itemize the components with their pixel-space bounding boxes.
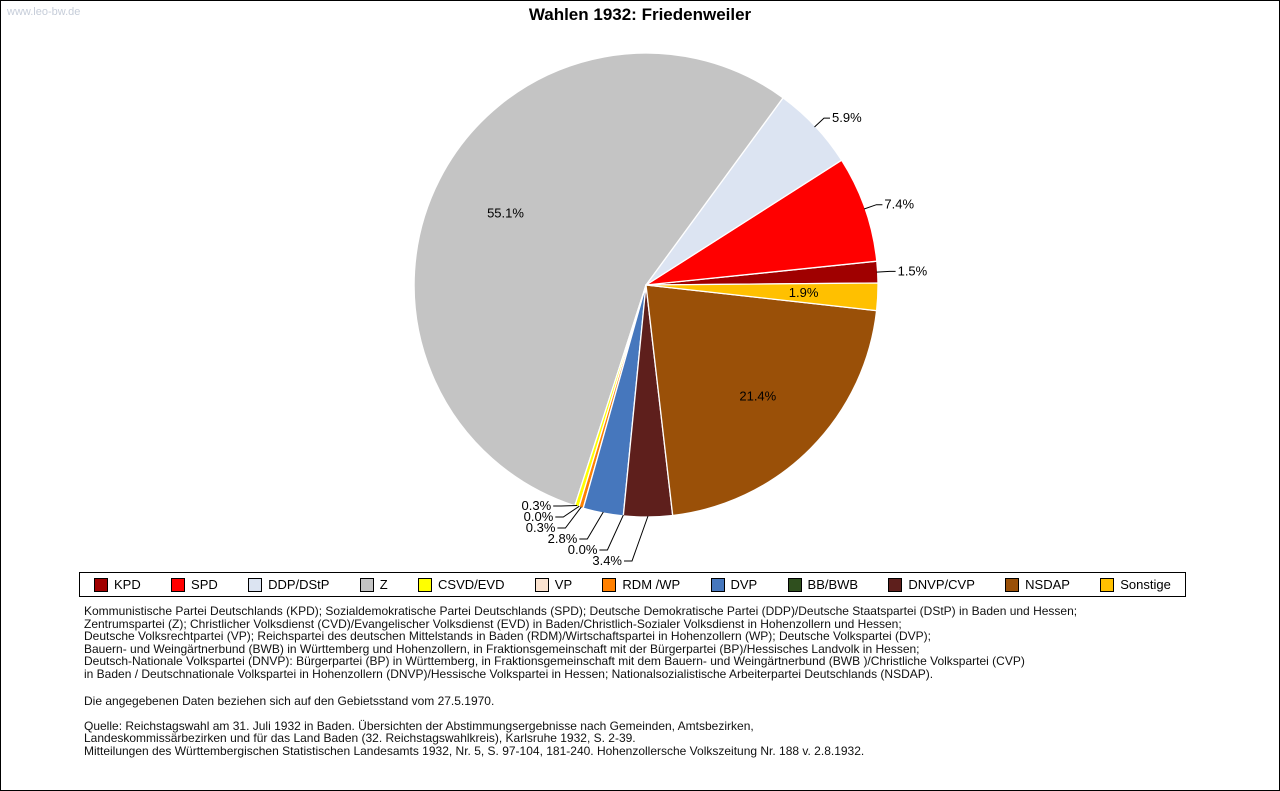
dnvp-cvp-legend-swatch	[888, 577, 903, 592]
pie-chart: 1.5%7.4%5.9%55.1%0.3%0.0%0.3%2.8%0.0%3.4…	[413, 52, 928, 568]
source-note: Quelle: Reichstagswahl am 31. Juli 1932 …	[84, 718, 865, 758]
legend-item-spd: SPD	[171, 577, 218, 592]
spd-legend-label: SPD	[191, 577, 218, 592]
dnvp-cvp-percent-label: 3.4%	[592, 553, 622, 568]
legend-item-dnvp-cvp: DNVP/CVP	[888, 577, 975, 592]
legend-item-kpd: KPD	[94, 577, 141, 592]
ddp-dstp-percent-label: 5.9%	[832, 110, 862, 125]
nsdap-legend-swatch	[1005, 577, 1020, 592]
legend-item-csvd-evd: CSVD/EVD	[418, 577, 504, 592]
dvp-percent-label: 2.8%	[548, 531, 578, 546]
vp-leader-line	[555, 505, 580, 518]
spd-legend-swatch	[171, 577, 186, 592]
sonstige-legend-label: Sonstige	[1120, 577, 1171, 592]
dnvp-cvp-legend-label: DNVP/CVP	[908, 577, 975, 592]
kpd-percent-label: 1.5%	[898, 263, 928, 278]
ddp-dstp-legend-swatch	[248, 577, 263, 592]
chart-title: Wahlen 1932: Friedenweiler	[528, 5, 752, 24]
kpd-legend-label: KPD	[114, 577, 141, 592]
bb-bwb-legend-swatch	[787, 577, 802, 592]
legend-item-ddp-dstp: DDP/DStP	[248, 577, 329, 592]
watermark: www.leo-bw.de	[7, 6, 81, 18]
csvd-evd-legend-swatch	[418, 577, 433, 592]
pie-slice-z	[413, 52, 785, 507]
legend-item-dvp: DVP	[710, 577, 758, 592]
party-abbreviations-note: Kommunistische Partei Deutschlands (KPD)…	[84, 604, 1078, 681]
legend-item-sonstige: Sonstige	[1100, 577, 1171, 592]
csvd-evd-leader-line	[553, 505, 578, 507]
dnvp-cvp-leader-line	[624, 515, 649, 562]
csvd-evd-legend-label: CSVD/EVD	[438, 577, 505, 592]
notes-block: Kommunistische Partei Deutschlands (KPD)…	[84, 605, 1077, 757]
z-legend-label: Z	[379, 577, 388, 592]
rdm-wp-percent-label: 0.3%	[526, 520, 556, 535]
rdm-wp-legend-swatch	[602, 577, 617, 592]
legend-item-rdm-wp: RDM /WP	[602, 577, 680, 592]
territory-note: Die angegebenen Daten beziehen sich auf …	[84, 694, 495, 708]
legend-item-nsdap: NSDAP	[1005, 577, 1070, 592]
spd-leader-line	[863, 204, 883, 210]
bb-bwb-leader-line	[599, 514, 624, 551]
legend-item-bb-bwb: BB/BWB	[787, 577, 859, 592]
legend-item-z: Z	[359, 577, 388, 592]
z-percent-label: 55.1%	[487, 205, 524, 220]
dvp-legend-swatch	[710, 577, 725, 592]
rdm-wp-legend-label: RDM /WP	[622, 577, 681, 592]
sonstige-percent-label: 1.9%	[789, 285, 819, 300]
kpd-legend-swatch	[94, 577, 108, 592]
nsdap-percent-label: 21.4%	[739, 388, 776, 403]
dvp-legend-label: DVP	[730, 577, 758, 592]
bb-bwb-percent-label: 0.0%	[568, 542, 598, 557]
rdm-wp-leader-line	[557, 506, 582, 529]
vp-percent-label: 0.0%	[524, 509, 554, 524]
pie-slice-nsdap	[645, 284, 878, 517]
kpd-leader-line	[876, 270, 896, 273]
bb-bwb-legend-label: BB/BWB	[807, 577, 859, 592]
vp-legend-label: VP	[554, 577, 573, 592]
pie-slice-sonstige	[645, 282, 879, 312]
csvd-evd-percent-label: 0.3%	[522, 498, 552, 513]
ddp-dstp-leader-line	[814, 117, 830, 128]
legend: KPD SPD DDP/DStP Z CSVD/EVD VP RDM /WP DVP BB/BW…	[79, 572, 1186, 597]
nsdap-legend-label: NSDAP	[1025, 577, 1070, 592]
ddp-dstp-legend-label: DDP/DStP	[268, 577, 330, 592]
sonstige-legend-swatch	[1100, 577, 1115, 592]
spd-percent-label: 7.4%	[884, 197, 914, 212]
legend-item-vp: VP	[534, 577, 573, 592]
z-legend-swatch	[359, 577, 374, 592]
dvp-leader-line	[579, 511, 604, 540]
vp-legend-swatch	[534, 577, 549, 592]
